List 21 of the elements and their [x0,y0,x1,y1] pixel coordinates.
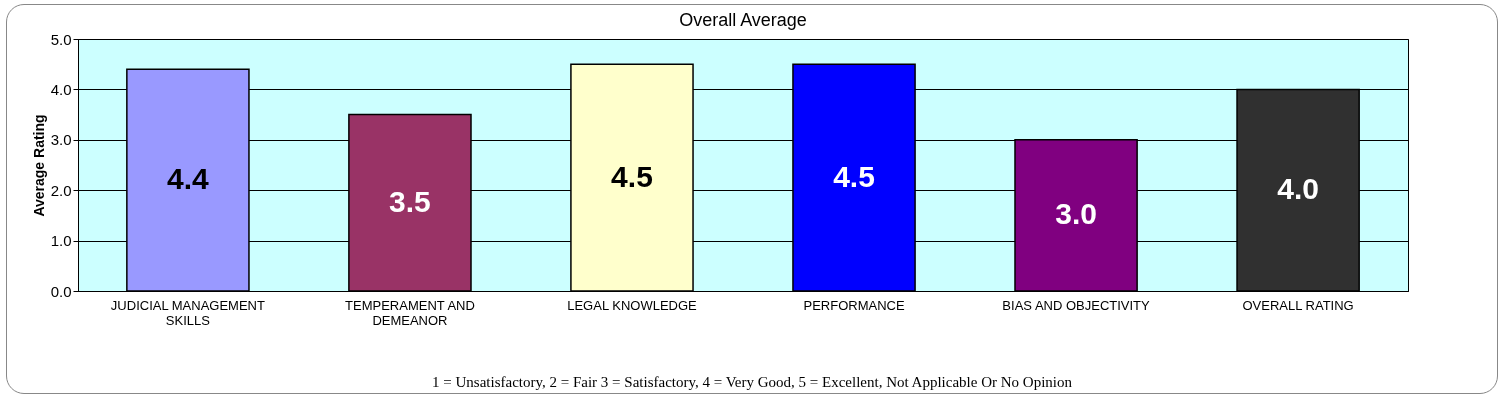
x-tick-label: BIAS AND OBJECTIVITY [1002,297,1151,313]
data-label: 4.5 [611,159,653,193]
x-tick-label: LEGAL KNOWLEDGE [567,297,698,313]
text: 1 = Unsatisfactory, 2 = Fair 3 = Satisfactory, 4 = Very Good, 5 = Excellent, Not Applicable Or No Opinion [431,374,1073,391]
x-tick-label: OVERALL RATING [1242,297,1354,313]
x-tick-label: JUDICIAL MANAGEMENT SKILLS [110,297,266,328]
data-label: 3.5 [389,184,431,218]
data-label: 4.5 [833,159,875,193]
y-tick-label: 4.0 [50,80,72,98]
chart-title: Overall Average [679,10,807,30]
data-label: 3.0 [1055,197,1097,231]
y-tick-label: 3.0 [50,131,72,149]
x-tick-label: PERFORMANCE [803,297,905,313]
y-tick-label: 5.0 [50,30,72,48]
data-label: 4.0 [1277,172,1319,206]
y-axis-title: Average Rating [30,114,47,217]
y-tick-label: 1.0 [50,232,72,250]
y-tick-label: 0.0 [50,282,72,300]
data-label: 4.4 [167,162,210,196]
x-tick-label: TEMPERAMENT AND DEMEANOR [345,297,475,328]
y-tick-label: 2.0 [50,181,72,199]
